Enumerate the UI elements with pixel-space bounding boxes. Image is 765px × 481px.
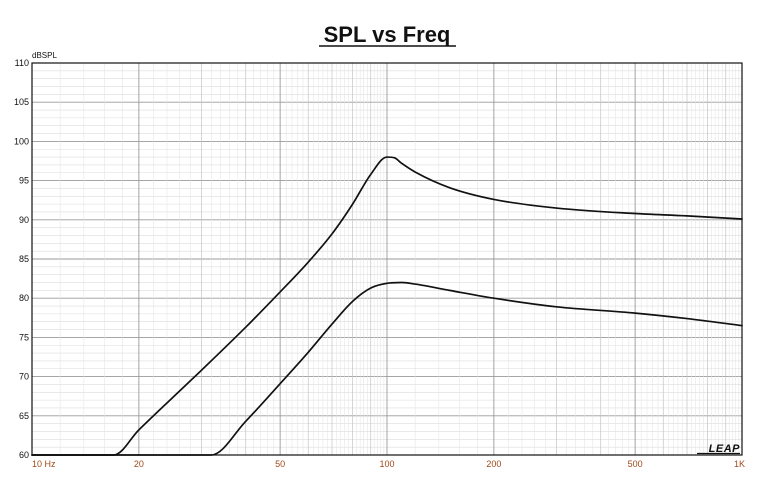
y-tick-label: 100 [14, 136, 29, 146]
y-tick-labels: 60 65 70 75 80 85 90 95 100 105 110 [14, 58, 29, 460]
y-tick-label: 65 [19, 411, 29, 421]
x-tick-label: 1K [734, 459, 745, 469]
y-axis-unit: dBSPL [32, 51, 57, 60]
y-tick-label: 85 [19, 254, 29, 264]
chart-title: SPL vs Freq [324, 22, 451, 47]
x-tick-label: 10 Hz [32, 459, 56, 469]
y-tick-label: 70 [19, 372, 29, 382]
x-tick-label: 20 [134, 459, 144, 469]
y-tick-label: 110 [15, 58, 29, 68]
x-tick-label: 200 [486, 459, 501, 469]
y-tick-label: 75 [19, 332, 29, 342]
y-tick-label: 80 [19, 293, 29, 303]
y-tick-label: 95 [19, 176, 29, 186]
y-tick-label: 60 [19, 450, 29, 460]
series-line-1 [31, 156, 743, 456]
grid [32, 62, 742, 456]
x-tick-label: 500 [628, 459, 643, 469]
y-tick-label: 90 [19, 215, 29, 225]
series-lines [31, 156, 743, 456]
plot-frame [31, 62, 743, 456]
series-line-2 [31, 281, 743, 456]
leap-logo: LEAP [709, 443, 741, 455]
y-tick-label: 105 [14, 97, 29, 107]
x-tick-label: 50 [275, 459, 285, 469]
x-tick-label: 100 [379, 459, 394, 469]
x-tick-labels: 10 Hz 20 50 100 200 500 1K [32, 459, 745, 469]
